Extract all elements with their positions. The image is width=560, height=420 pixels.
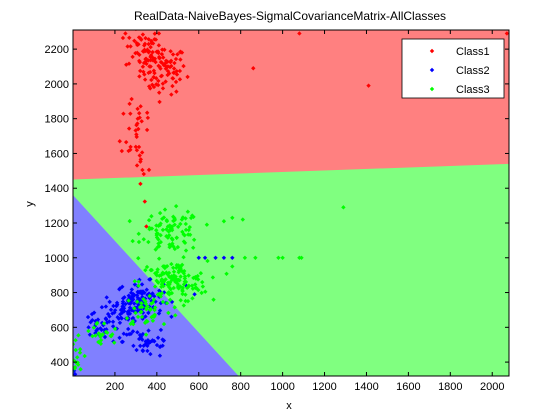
y-tick-label: 1800 bbox=[45, 114, 69, 126]
legend-label: Class3 bbox=[456, 84, 490, 96]
legend-label: Class1 bbox=[456, 46, 490, 58]
y-tick-label: 2000 bbox=[45, 79, 69, 91]
y-tick-label: 2200 bbox=[45, 44, 69, 56]
chart-title: RealData-NaiveBayes-SigmalCovarianceMatr… bbox=[134, 9, 446, 23]
x-tick-label: 1200 bbox=[312, 381, 336, 393]
x-tick-label: 400 bbox=[148, 381, 166, 393]
y-tick-label: 400 bbox=[51, 357, 69, 369]
x-axis-label: x bbox=[286, 400, 292, 412]
x-tick-label: 800 bbox=[232, 381, 250, 393]
y-tick-label: 1200 bbox=[45, 218, 69, 230]
legend: Class1 Class2 Class3 bbox=[402, 39, 504, 98]
x-tick-label: 600 bbox=[190, 381, 208, 393]
y-tick-label: 1000 bbox=[45, 253, 69, 265]
x-tick-label: 1800 bbox=[438, 381, 462, 393]
y-tick-label: 1600 bbox=[45, 148, 69, 160]
x-tick-label: 200 bbox=[106, 381, 124, 393]
x-tick-label: 1000 bbox=[270, 381, 294, 393]
y-axis-label: y bbox=[24, 201, 36, 207]
legend-label: Class2 bbox=[456, 65, 490, 77]
y-tick-label: 800 bbox=[51, 288, 69, 300]
x-tick-label: 2000 bbox=[480, 381, 504, 393]
x-tick-label: 1400 bbox=[354, 381, 378, 393]
y-tick-label: 600 bbox=[51, 322, 69, 334]
y-tick-label: 1400 bbox=[45, 183, 69, 195]
x-tick-label: 1600 bbox=[396, 381, 420, 393]
